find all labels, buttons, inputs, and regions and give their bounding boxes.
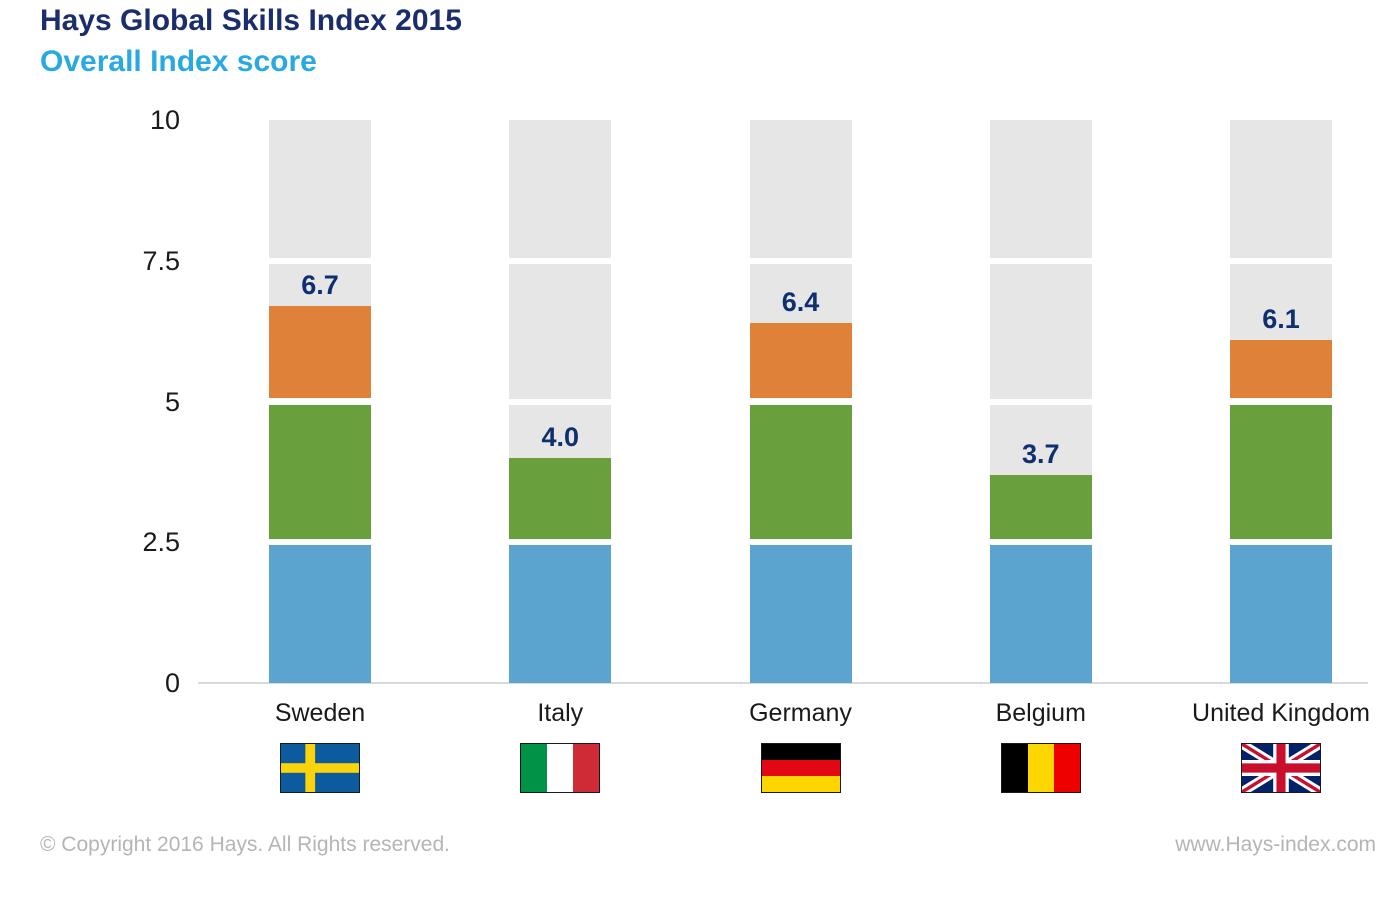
y-axis-tick-label: 2.5 xyxy=(142,527,180,558)
flag-sweden-icon xyxy=(280,743,360,793)
category-label-italy: Italy xyxy=(537,699,584,727)
copyright-text: © Copyright 2016 Hays. All Rights reserv… xyxy=(40,833,450,856)
bar-value-label: 6.1 xyxy=(1262,303,1300,334)
bar-segment-blue xyxy=(269,545,371,683)
bar-track-segment xyxy=(989,263,1092,399)
bar-segment-blue xyxy=(509,545,612,683)
bar-track-segment xyxy=(989,404,1092,475)
bar-column-germany: 6.4 Germany xyxy=(749,0,852,820)
chart-subtitle: Overall Index score xyxy=(40,45,317,78)
flag-belgium-icon xyxy=(1000,743,1081,793)
website-text: www.Hays-index.com xyxy=(1175,833,1376,856)
bar-segment-orange xyxy=(269,305,371,399)
bar-track-segment xyxy=(749,263,852,323)
bar-track-segment xyxy=(749,120,852,258)
bar-segment-blue xyxy=(749,545,852,683)
bar-segment-green xyxy=(749,404,852,540)
bar-segment-blue xyxy=(1230,545,1332,683)
bar-column-italy: 4.0 Italy xyxy=(509,0,612,820)
bar-track-segment xyxy=(509,120,612,258)
flag-germany-icon xyxy=(760,743,841,793)
bar-track-segment xyxy=(1230,263,1332,340)
bar-track-segment xyxy=(989,120,1092,258)
x-axis-line xyxy=(198,682,1368,684)
bar-track-segment xyxy=(269,263,371,306)
bar-column-sweden: 6.7 Sweden xyxy=(269,0,371,820)
bar-column-united-kingdom: 6.1 United Kingdom xyxy=(1192,0,1370,820)
bar-segment-green xyxy=(989,474,1092,540)
y-axis-tick-label: 5 xyxy=(164,386,180,417)
category-label-united-kingdom: United Kingdom xyxy=(1192,699,1370,727)
flag-united-kingdom-icon xyxy=(1241,743,1321,793)
bar-value-label: 6.7 xyxy=(301,269,339,300)
bar-value-label: 4.0 xyxy=(541,421,580,452)
bar-track-segment xyxy=(509,404,612,458)
chart-title: Hays Global Skills Index 2015 xyxy=(40,4,462,37)
y-axis-tick-label: 7.5 xyxy=(142,245,180,276)
y-axis-tick-label: 10 xyxy=(149,105,180,135)
bar-value-label: 6.4 xyxy=(781,286,820,317)
bar-track-segment xyxy=(269,120,371,258)
flag-italy-icon xyxy=(520,743,601,793)
category-label-germany: Germany xyxy=(749,699,852,727)
bar-segment-orange xyxy=(749,322,852,399)
y-axis-tick-label: 0 xyxy=(164,668,180,698)
bar-segment-green xyxy=(1230,404,1332,540)
bar-segment-orange xyxy=(1230,339,1332,399)
bar-track-segment xyxy=(1230,120,1332,258)
bar-segment-green xyxy=(509,457,612,540)
bar-track-segment xyxy=(509,263,612,399)
bar-segment-green xyxy=(269,404,371,540)
category-label-belgium: Belgium xyxy=(995,699,1086,727)
bar-value-label: 3.7 xyxy=(1021,438,1060,469)
category-label-sweden: Sweden xyxy=(274,699,366,727)
bar-column-belgium: 3.7 Belgium xyxy=(989,0,1092,820)
bar-segment-blue xyxy=(989,545,1092,683)
